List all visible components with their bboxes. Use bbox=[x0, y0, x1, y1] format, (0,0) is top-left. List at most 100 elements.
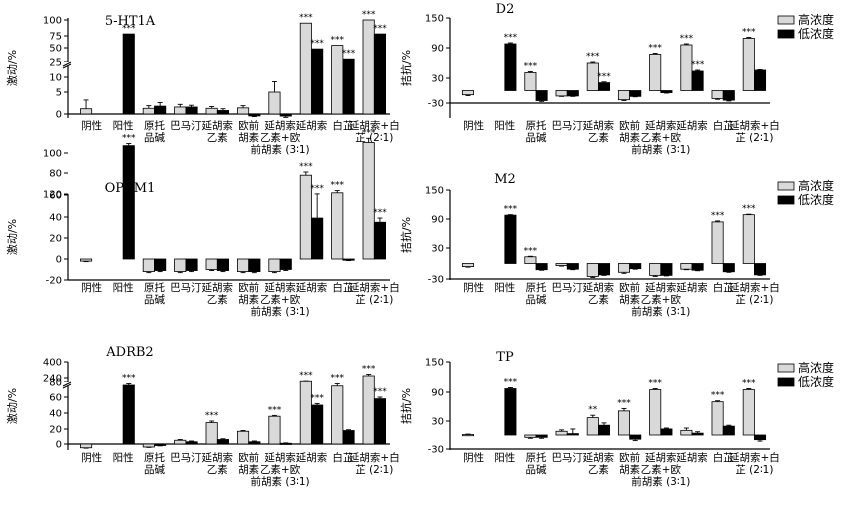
bar-low-6 bbox=[279, 258, 292, 270]
y-tick-label: 400 bbox=[43, 358, 62, 369]
bar-low-9 bbox=[373, 33, 387, 115]
x-tick-label: 乙素+欧 bbox=[260, 293, 301, 306]
y-axis-label: 激动/% bbox=[5, 388, 19, 424]
x-tick-label: 延胡索 bbox=[645, 119, 677, 132]
bar-low-3 bbox=[566, 90, 579, 97]
significance-label: ** bbox=[588, 405, 598, 415]
bar-low-8 bbox=[342, 430, 355, 445]
bar-low-1 bbox=[504, 214, 517, 264]
bar-low-9 bbox=[754, 263, 767, 276]
y-tick-label: 30 bbox=[431, 417, 444, 428]
y-tick-label: 0 bbox=[56, 255, 62, 266]
y-tick-label: 0 bbox=[56, 440, 62, 451]
bar-low-7 bbox=[691, 432, 704, 436]
x-tick-label: 欧前 bbox=[619, 119, 640, 132]
chart-title: M2 bbox=[494, 172, 516, 187]
legend-swatch-low bbox=[777, 377, 795, 387]
x-tick-label: 胡素 bbox=[619, 131, 640, 144]
x-tick-label: 阴性 bbox=[463, 119, 484, 132]
y-tick-label: 80 bbox=[49, 169, 62, 180]
significance-label: *** bbox=[648, 44, 662, 54]
y-tick-label: 150 bbox=[425, 14, 444, 25]
bar-low-1 bbox=[122, 384, 135, 445]
bar-high-5 bbox=[236, 258, 250, 273]
y-tick-label: 10 bbox=[49, 73, 62, 84]
y-tick-label: 25 bbox=[49, 58, 62, 69]
bar-high-9 bbox=[362, 19, 375, 115]
x-tick-label: 乙素+欧 bbox=[641, 293, 682, 306]
bar-low-3 bbox=[566, 433, 579, 436]
bar-low-7 bbox=[311, 217, 324, 260]
y-tick-label: 20 bbox=[49, 234, 62, 245]
x-tick-label: 延胡索 bbox=[202, 451, 234, 464]
significance-label: *** bbox=[362, 10, 376, 20]
significance-label: *** bbox=[299, 162, 313, 172]
x-tick-label: 巴马汀 bbox=[170, 452, 202, 464]
x-tick-label: 品碱 bbox=[526, 132, 547, 144]
bar-high-7 bbox=[680, 263, 693, 270]
bar-high-2 bbox=[524, 72, 537, 91]
x-tick-label: 品碱 bbox=[144, 294, 165, 306]
bar-high-9 bbox=[742, 38, 755, 91]
x-tick-label: 原托 bbox=[144, 281, 165, 294]
significance-label: *** bbox=[742, 204, 756, 214]
axis-break-mark bbox=[62, 63, 72, 69]
x-tick-label: 原托 bbox=[526, 119, 547, 132]
y-tick-label: 40 bbox=[49, 213, 62, 224]
bar-high-0 bbox=[79, 258, 93, 262]
x-tick-label: 欧前 bbox=[619, 451, 640, 464]
y-tick-label: 120 bbox=[43, 190, 62, 201]
bar-low-9 bbox=[373, 398, 387, 445]
bar-high-5 bbox=[617, 90, 630, 101]
bar-high-2 bbox=[142, 258, 155, 273]
significance-label: *** bbox=[362, 365, 376, 375]
bar-low-1 bbox=[504, 43, 517, 91]
significance-label: *** bbox=[310, 184, 324, 194]
x-tick-label: 欧前 bbox=[238, 281, 259, 294]
x-tick-label: 延胡索 bbox=[296, 451, 328, 464]
chart-title: ADRB2 bbox=[105, 345, 153, 360]
x-tick-label: 品碱 bbox=[144, 464, 165, 476]
significance-label: *** bbox=[330, 36, 344, 46]
x-tick-label: 延胡索 bbox=[645, 281, 677, 294]
legend-swatch-high bbox=[777, 15, 795, 25]
y-tick-label: 100 bbox=[43, 149, 62, 160]
y-tick-label: 20 bbox=[49, 425, 62, 436]
x-tick-label: 欧前 bbox=[238, 119, 259, 132]
x-tick-label: 前胡素 (3∶1) bbox=[631, 475, 690, 488]
bar-low-5 bbox=[629, 90, 642, 97]
bar-high-4 bbox=[205, 107, 218, 115]
significance-label: *** bbox=[310, 393, 324, 403]
bar-high-4 bbox=[586, 263, 599, 277]
x-tick-label: 延胡索+白 bbox=[349, 119, 400, 132]
x-tick-label: 白芷 bbox=[713, 119, 734, 132]
x-tick-label: 阴性 bbox=[81, 119, 102, 132]
significance-label: *** bbox=[299, 371, 313, 381]
bar-high-2 bbox=[142, 443, 155, 448]
y-tick-label: 50 bbox=[49, 44, 62, 55]
x-tick-label: 巴马汀 bbox=[551, 452, 583, 464]
bar-low-5 bbox=[248, 113, 261, 117]
x-tick-label: 芷 (2∶1) bbox=[735, 463, 773, 476]
bar-high-0 bbox=[79, 108, 93, 115]
x-tick-label: 乙素 bbox=[207, 293, 228, 306]
bar-high-6 bbox=[268, 415, 281, 445]
x-tick-label: 延胡索 bbox=[202, 119, 234, 132]
y-axis-label: 激动/% bbox=[5, 219, 19, 255]
bar-low-7 bbox=[311, 404, 324, 445]
x-tick-label: 品碱 bbox=[144, 132, 165, 144]
bar-high-6 bbox=[649, 389, 662, 436]
bar-high-0 bbox=[79, 443, 93, 449]
bar-high-3 bbox=[555, 430, 568, 436]
x-tick-label: 延胡索 bbox=[676, 451, 708, 464]
legend-label-high: 高浓度 bbox=[798, 360, 834, 375]
x-tick-label: 原托 bbox=[144, 119, 165, 132]
x-tick-label: 前胡素 (3∶1) bbox=[631, 143, 690, 156]
bar-high-6 bbox=[268, 258, 281, 273]
x-tick-label: 胡素 bbox=[238, 131, 259, 144]
bar-high-8 bbox=[711, 90, 724, 99]
